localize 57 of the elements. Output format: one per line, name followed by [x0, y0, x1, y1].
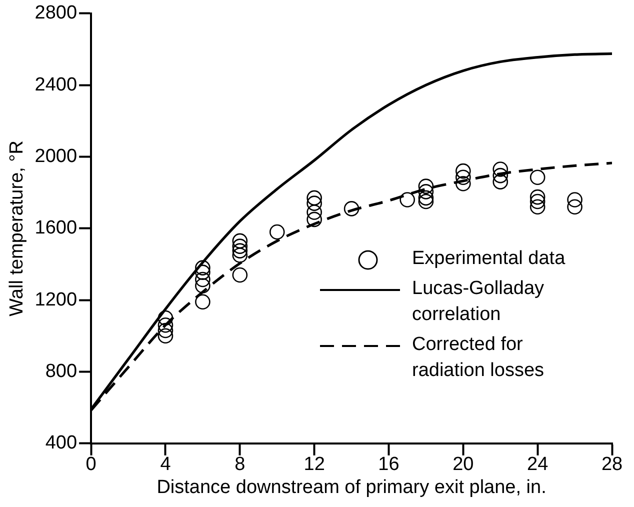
x-tick-label: 8 — [234, 454, 246, 476]
point — [344, 201, 360, 216]
y-tick-label: 2800 — [34, 2, 78, 24]
point — [418, 190, 434, 206]
y-tick-label: 400 — [45, 432, 78, 454]
point — [492, 168, 508, 184]
point — [418, 194, 434, 210]
point — [269, 224, 285, 240]
point — [158, 322, 174, 338]
point — [232, 238, 248, 254]
legend-label: Experimental data — [412, 247, 566, 271]
point — [456, 170, 471, 185]
point — [530, 194, 546, 210]
point — [306, 190, 322, 206]
x-tick-label: 0 — [86, 454, 96, 476]
point — [232, 248, 248, 263]
x-axis-title: Distance downstream of primary exit plane, in. — [156, 476, 546, 498]
y-axis-title: Wall temperature, °R — [6, 140, 28, 316]
point — [232, 243, 248, 258]
point — [530, 199, 546, 215]
y-tick-label: 1200 — [34, 289, 78, 310]
x-tick-label: 28 — [601, 454, 623, 476]
point — [195, 260, 210, 276]
y-tick-label: 1600 — [34, 218, 78, 239]
point — [456, 176, 471, 192]
point — [456, 163, 471, 179]
point — [158, 318, 174, 333]
point — [232, 267, 248, 283]
x-tick-label: 16 — [378, 454, 400, 476]
point — [195, 272, 210, 288]
point — [492, 162, 508, 177]
y-tick-label: 2000 — [34, 146, 78, 167]
point — [195, 294, 210, 310]
point — [418, 184, 434, 200]
point — [567, 199, 582, 215]
point — [158, 328, 174, 344]
x-tick-label: 12 — [304, 454, 325, 476]
y-tick-label: 2400 — [34, 74, 78, 96]
point — [567, 192, 582, 208]
point — [400, 192, 415, 208]
point — [492, 174, 508, 190]
x-tick-label: 24 — [527, 454, 549, 476]
point — [306, 196, 322, 211]
point — [530, 189, 546, 205]
point — [418, 178, 434, 194]
point — [232, 233, 248, 249]
point — [530, 170, 546, 185]
point — [195, 264, 210, 280]
x-tick-label: 20 — [452, 454, 474, 476]
legend-label: Corrected for radiation losses — [412, 333, 546, 383]
x-tick-label: 4 — [160, 454, 172, 476]
point — [158, 310, 174, 326]
point — [195, 278, 210, 294]
point — [306, 204, 322, 220]
y-tick-label: 800 — [45, 360, 78, 382]
legend-label: Lucas-Golladay correlation — [412, 277, 546, 327]
point — [306, 212, 322, 228]
